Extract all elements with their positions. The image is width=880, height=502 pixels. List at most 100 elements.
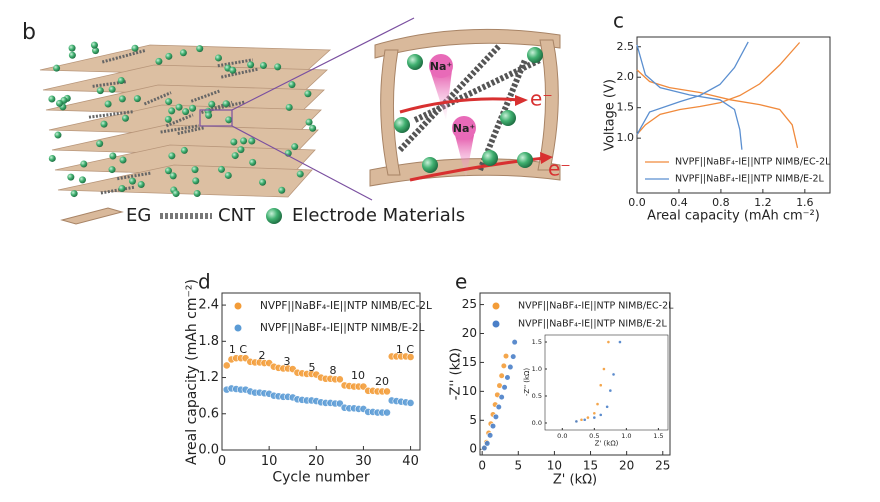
data-point bbox=[582, 417, 587, 422]
particle bbox=[192, 177, 200, 185]
ion bbox=[429, 54, 453, 78]
plot-frame bbox=[221, 292, 421, 451]
y-tick-label: 20 bbox=[462, 326, 477, 340]
annotation: 3 bbox=[284, 355, 291, 368]
y-tick-label: 0.0 bbox=[198, 443, 219, 458]
particle-icon bbox=[266, 208, 282, 224]
particle bbox=[53, 64, 61, 72]
data-point bbox=[586, 415, 590, 420]
data-point bbox=[498, 372, 505, 379]
data-point bbox=[507, 363, 514, 371]
data-point bbox=[618, 340, 622, 344]
x-tick-label: 30 bbox=[355, 454, 372, 469]
data-point bbox=[605, 404, 610, 409]
particle bbox=[118, 184, 126, 192]
panel-letter: c bbox=[613, 9, 624, 33]
electron-label: e⁻ bbox=[530, 87, 553, 111]
particle bbox=[422, 157, 438, 173]
cnt bbox=[88, 110, 134, 119]
x-axis-label: Cycle number bbox=[272, 469, 370, 485]
data-point bbox=[606, 340, 611, 344]
data-point bbox=[592, 415, 597, 420]
legend-swatch bbox=[492, 302, 500, 310]
particle bbox=[500, 110, 516, 126]
charts: 0.0 0.4 0.8 1.2 1.6 1.0 1.5 2.0 2.5 c Areal capaci… bbox=[184, 9, 831, 488]
particle bbox=[179, 49, 187, 57]
legend-label: NVPF||NaBF₄-IE||NTP NIMB/EC-2L bbox=[260, 300, 432, 312]
x-tick-label: 40 bbox=[402, 454, 419, 469]
particle bbox=[78, 176, 86, 184]
particle bbox=[217, 165, 225, 173]
legend-label: CNT bbox=[218, 205, 256, 226]
particle bbox=[230, 138, 238, 146]
x-tick-label: 1.0 bbox=[621, 432, 631, 440]
x-axis-label: Z' (kΩ) bbox=[595, 440, 619, 448]
particle bbox=[196, 45, 204, 53]
particle bbox=[80, 160, 88, 168]
particle bbox=[118, 95, 126, 103]
particle bbox=[291, 143, 299, 151]
x-tick-label: 10 bbox=[261, 454, 278, 469]
particle bbox=[208, 100, 216, 108]
annotation: 20 bbox=[375, 375, 389, 388]
ion-label: Na⁺ bbox=[453, 122, 476, 135]
eg-icon bbox=[60, 207, 124, 225]
particle bbox=[70, 190, 78, 198]
legend-label: NVPF||NaBF₄-IE||NTP NIMB/E-2L bbox=[675, 174, 825, 185]
particle bbox=[48, 95, 56, 103]
eg-sheet bbox=[374, 28, 561, 59]
y-tick-label: 15 bbox=[462, 355, 477, 369]
particle bbox=[54, 131, 62, 139]
data-point bbox=[335, 375, 344, 384]
particle bbox=[108, 166, 116, 174]
particle bbox=[90, 41, 98, 49]
particle bbox=[191, 166, 199, 174]
legend-swatch bbox=[234, 302, 242, 310]
particle bbox=[155, 57, 163, 65]
cnt bbox=[160, 124, 200, 134]
data-point bbox=[495, 403, 502, 411]
data-point bbox=[498, 394, 505, 401]
x-tick-label: 0 bbox=[478, 458, 486, 472]
particle bbox=[222, 100, 230, 108]
particle bbox=[68, 44, 76, 52]
legend-swatch bbox=[492, 320, 500, 328]
y-tick-label: 1.8 bbox=[198, 334, 219, 349]
legend-label: NVPF||NaBF₄-IE||NTP NIMB/EC-2L bbox=[518, 301, 674, 312]
particle bbox=[119, 156, 127, 164]
y-tick-label: 1.5 bbox=[532, 338, 542, 346]
particle bbox=[68, 51, 76, 59]
legend-label: NVPF||NaBF₄-IE||NTP NIMB/E-2L bbox=[260, 322, 425, 334]
particle bbox=[304, 90, 312, 98]
particle bbox=[229, 66, 237, 74]
particle bbox=[189, 104, 197, 112]
data-point bbox=[383, 408, 391, 417]
data-point bbox=[504, 374, 511, 381]
x-tick-label: 1.6 bbox=[796, 196, 814, 209]
schematic: b Na⁺ Na⁺ e⁻ e⁻ EG CNT Electrode Materia… bbox=[22, 17, 571, 226]
cnt bbox=[397, 42, 503, 153]
particle bbox=[182, 108, 190, 116]
y-tick-label: 25 bbox=[462, 297, 477, 311]
data-point bbox=[406, 353, 415, 361]
particle bbox=[131, 44, 139, 52]
data-point bbox=[406, 398, 415, 407]
particle bbox=[133, 95, 141, 103]
cnt bbox=[101, 48, 147, 64]
legend-label: Electrode Materials bbox=[292, 205, 465, 226]
particle bbox=[164, 115, 172, 123]
particle bbox=[96, 87, 104, 95]
data-point bbox=[492, 413, 499, 420]
particle bbox=[517, 152, 533, 168]
zoom-line bbox=[231, 17, 415, 111]
x-axis-label: Z' (kΩ) bbox=[553, 473, 597, 488]
data-point bbox=[598, 383, 603, 388]
particle bbox=[109, 152, 117, 160]
particle bbox=[55, 99, 63, 107]
particle bbox=[240, 137, 248, 145]
particle bbox=[205, 111, 213, 119]
data-point bbox=[383, 387, 391, 396]
ion bbox=[452, 116, 476, 140]
particle bbox=[100, 120, 108, 128]
